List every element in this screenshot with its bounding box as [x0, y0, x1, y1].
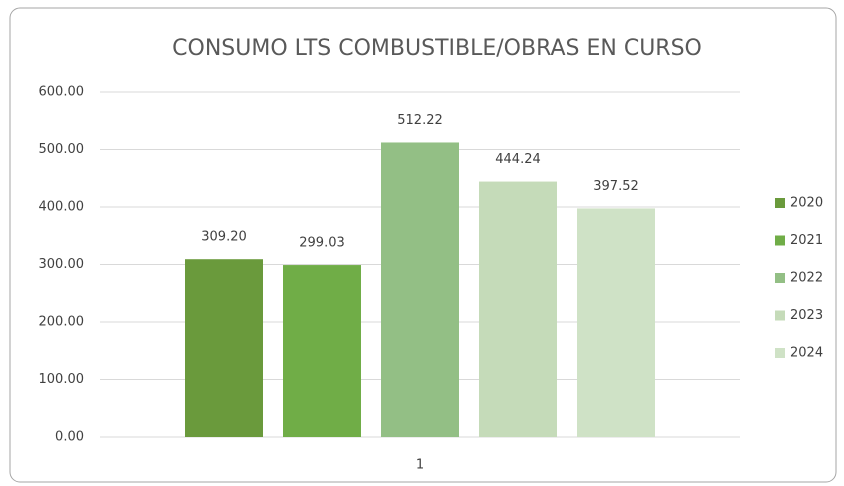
legend-label: 2021	[790, 233, 823, 248]
y-tick-label: 300.00	[39, 257, 85, 272]
y-tick-label: 500.00	[39, 142, 85, 157]
legend-swatch	[775, 348, 785, 358]
y-tick-label: 600.00	[39, 85, 85, 100]
bar	[577, 208, 655, 437]
legend-label: 2020	[790, 196, 823, 211]
legend-swatch	[775, 235, 785, 246]
chart-title: CONSUMO LTS COMBUSTIBLE/OBRAS EN CURSO	[172, 36, 702, 61]
legend-label: 2024	[790, 346, 823, 361]
bar	[479, 181, 557, 437]
x-tick-label: 1	[416, 458, 424, 473]
legend-swatch	[775, 273, 785, 283]
y-tick-label: 400.00	[39, 200, 85, 215]
legend-label: 2023	[790, 308, 823, 323]
data-label: 444.24	[495, 152, 541, 167]
legend-swatch	[775, 310, 785, 321]
bar	[381, 142, 459, 437]
data-label: 299.03	[299, 236, 345, 251]
bar	[185, 259, 263, 437]
bar	[283, 265, 361, 437]
legend-swatch	[775, 198, 785, 208]
y-tick-label: 0.00	[55, 430, 84, 445]
data-label: 309.20	[201, 230, 247, 245]
y-tick-label: 200.00	[39, 315, 85, 330]
legend-label: 2022	[790, 271, 823, 286]
data-label: 397.52	[593, 179, 639, 194]
data-label: 512.22	[397, 113, 443, 128]
y-tick-label: 100.00	[39, 372, 85, 387]
